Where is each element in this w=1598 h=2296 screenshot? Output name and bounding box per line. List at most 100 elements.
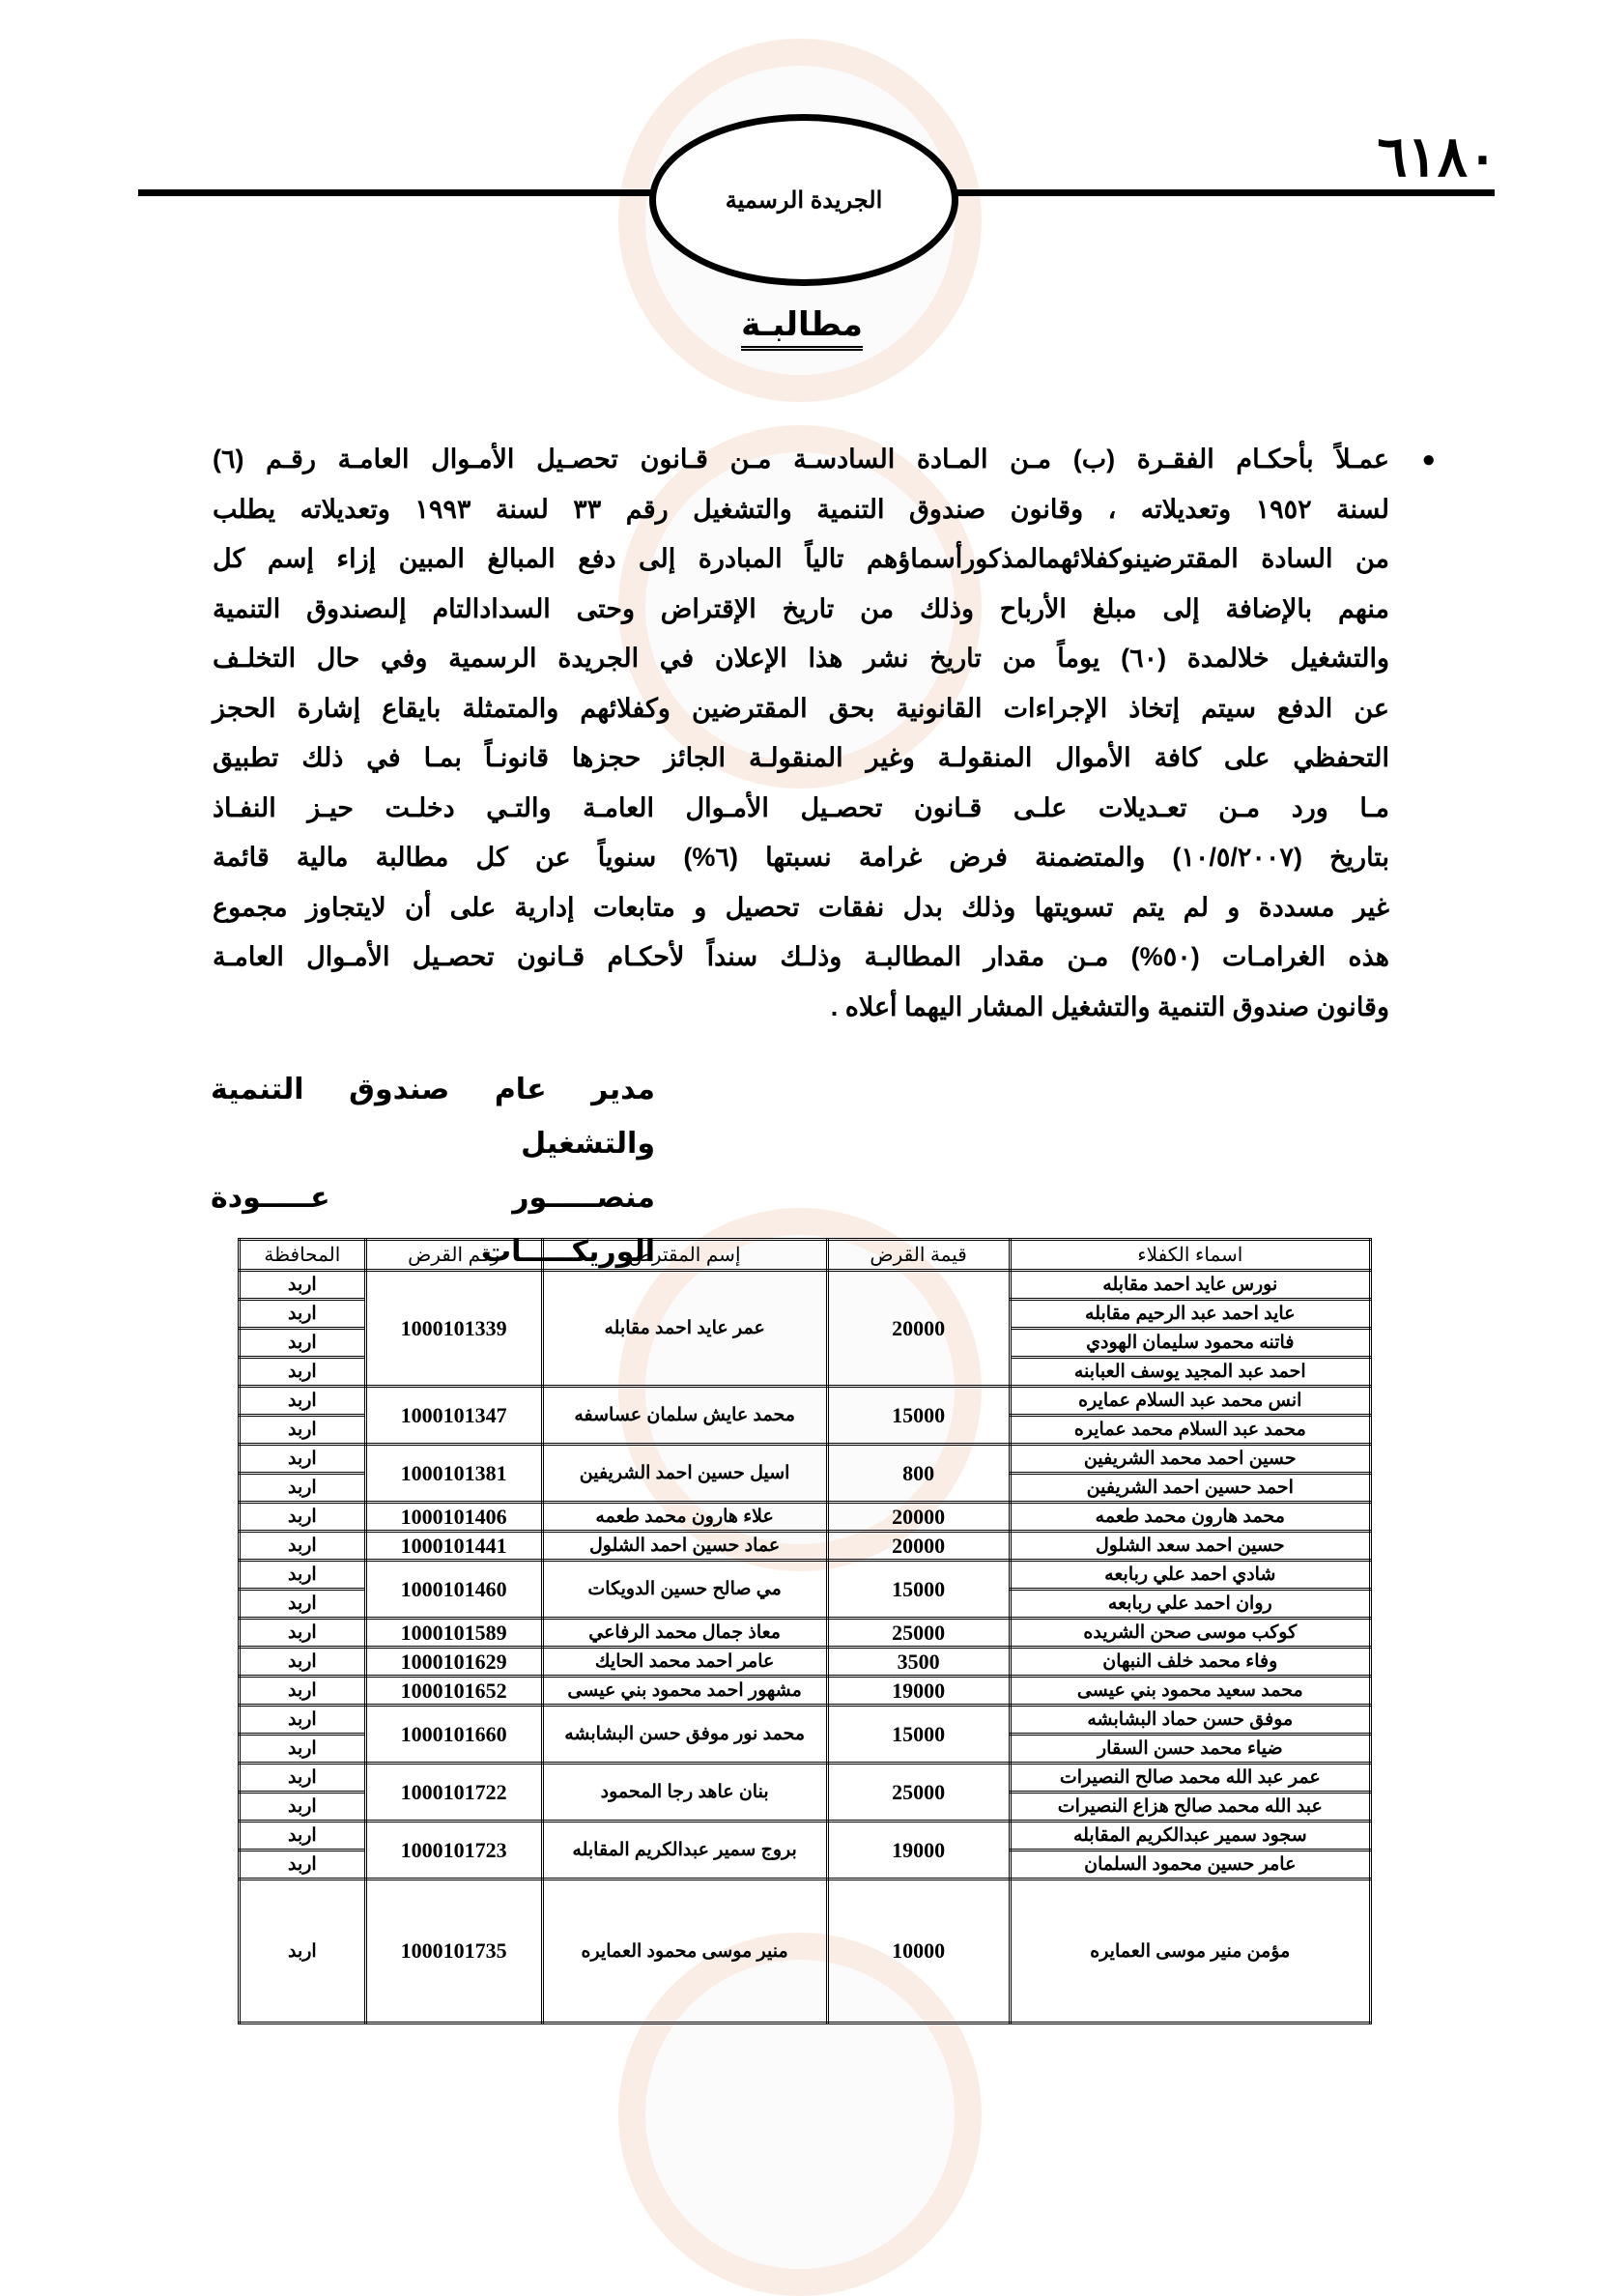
loan-number: 1000101660 — [363, 1704, 544, 1765]
loan-number: 1000101629 — [363, 1646, 544, 1678]
notice-title: مطالبـة — [705, 301, 899, 351]
governorate: اربد — [238, 1675, 367, 1707]
governorate: اربد — [238, 1646, 367, 1678]
borrower-name: محمد نور موفق حسن البشابشه — [540, 1704, 829, 1765]
notice-line: هذه الغرامـات (٥٠%) مـن مقدار المطالبـة … — [213, 942, 1389, 971]
governorate: اربد — [238, 1762, 367, 1794]
loan-number: 1000101722 — [363, 1762, 544, 1822]
guarantor-name: فاتنه محمود سليمان الهودي — [1008, 1327, 1373, 1359]
loan-amount: 25000 — [825, 1617, 1012, 1649]
signatory-position: مدير عام صندوق التنمية والتشغيل — [211, 1073, 655, 1161]
loan-number: 1000101381 — [363, 1443, 544, 1504]
loan-amount: 20000 — [825, 1269, 1012, 1388]
guarantor-name: عايد احمد عبد الرحيم مقابله — [1008, 1298, 1373, 1330]
loan-amount: 15000 — [825, 1704, 1012, 1765]
table-row: موفق حسن حماد البشابشه 15000 محمد نور موفق… — [238, 1704, 1373, 1765]
loan-number: 1000101589 — [363, 1617, 544, 1649]
notice-line: منهم بالإضافة إلى مبلغ الأرباح وذلك من ت… — [213, 593, 1389, 623]
table-row: روان احمد علي ربابعه اربد — [238, 1588, 1373, 1620]
governorate: اربد — [238, 1385, 367, 1417]
governorate: اربد — [238, 1530, 367, 1562]
loan-amount: 10000 — [825, 1878, 1012, 2024]
header-borrower: إسم المقترض — [540, 1238, 829, 1272]
header-loan-number: رقم القرض — [363, 1238, 544, 1272]
notice-line: لسنة ١٩٥٢ وتعديلاته ، وقانون صندوق التنم… — [213, 494, 1389, 524]
borrower-name: بنان عاهد رجا المحمود — [540, 1762, 829, 1822]
table-row: عبد الله محمد صالح هزاع النصيرات اربد — [238, 1791, 1373, 1822]
table-row: محمد سعيد محمود بني عيسى 19000 مشهور احمد … — [238, 1675, 1373, 1707]
loan-number: 1000101735 — [363, 1878, 544, 2024]
loan-amount: 3500 — [825, 1646, 1012, 1678]
governorate: اربد — [238, 1443, 367, 1475]
loan-amount: 20000 — [825, 1530, 1012, 1562]
table-row: فاتنه محمود سليمان الهودي اربد — [238, 1327, 1373, 1359]
guarantor-name: حسين احمد محمد الشريفين — [1008, 1443, 1373, 1475]
header-amount: قيمة القرض — [825, 1238, 1012, 1272]
loan-number: 1000101441 — [363, 1530, 544, 1562]
borrower-name: مي صالح حسين الدويكات — [540, 1559, 829, 1620]
table-row: حسين احمد سعد الشلول 20000 عماد حسين احمد … — [238, 1530, 1373, 1562]
table-row: احمد حسين احمد الشريفين اربد — [238, 1472, 1373, 1504]
guarantor-name: وفاء محمد خلف النبهان — [1008, 1646, 1373, 1678]
borrower-name: بروج سمير عبدالكريم المقابله — [540, 1820, 829, 1880]
loan-number: 1000101347 — [363, 1385, 544, 1446]
borrower-name: عامر احمد محمد الحايك — [540, 1646, 829, 1678]
guarantor-name: ضياء محمد حسن السقار — [1008, 1733, 1373, 1765]
guarantor-name: محمد سعيد محمود بني عيسى — [1008, 1675, 1373, 1707]
guarantor-name: نورس عايد احمد مقابله — [1008, 1269, 1373, 1301]
table-row: سجود سمير عبدالكريم المقابله 19000 بروج سم… — [238, 1820, 1373, 1880]
table-row: وفاء محمد خلف النبهان 3500 عامر احمد محمد … — [238, 1646, 1373, 1678]
loan-amount: 19000 — [825, 1675, 1012, 1707]
gazette-emblem: الجريدة الرسمية — [649, 114, 958, 286]
loan-number: 1000101652 — [363, 1675, 544, 1707]
loan-number: 1000101339 — [363, 1269, 544, 1388]
loan-number: 1000101723 — [363, 1820, 544, 1880]
guarantor-name: محمد هارون محمد طعمه — [1008, 1501, 1373, 1533]
guarantor-name: شادي احمد علي ربابعه — [1008, 1559, 1373, 1591]
table-row: محمد عبد السلام محمد عمايره اربد — [238, 1414, 1373, 1446]
loans-table: اسماء الكفلاء قيمة القرض إسم المقترض رقم… — [238, 1238, 1373, 2024]
governorate: اربد — [238, 1617, 367, 1649]
header-guarantors: اسماء الكفلاء — [1008, 1238, 1373, 1272]
governorate: اربد — [238, 1820, 367, 1851]
notice-line: التحفظي على كافة الأموال المنقولـة وغير … — [213, 743, 1389, 772]
loan-number: 1000101406 — [363, 1501, 544, 1533]
notice-line: غير مسددة و لم يتم تسويتها وذلك بدل نفقا… — [213, 892, 1389, 922]
loan-amount: 19000 — [825, 1820, 1012, 1880]
guarantor-name: عبد الله محمد صالح هزاع النصيرات — [1008, 1791, 1373, 1822]
governorate: اربد — [238, 1588, 367, 1620]
notice-line: من السادة المقترضينوكفلائهمالمذكورأسماؤه… — [213, 544, 1389, 573]
notice-line: بتاريخ (١٠/٥/٢٠٠٧) والمتضمنة فرض غرامة ن… — [213, 843, 1389, 872]
governorate: اربد — [238, 1269, 367, 1301]
table-row: عامر حسين محمود السلمان اربد — [238, 1849, 1373, 1880]
guarantor-name: محمد عبد السلام محمد عمايره — [1008, 1414, 1373, 1446]
guarantor-name: احمد عبد المجيد يوسف العبابنه — [1008, 1356, 1373, 1388]
guarantor-name: انس محمد عبد السلام عمايره — [1008, 1385, 1373, 1417]
notice-line: عمـلاً بأحكـام الفقـرة (ب) مـن المـادة ا… — [213, 445, 1389, 474]
table-row: ضياء محمد حسن السقار اربد — [238, 1733, 1373, 1765]
borrower-name: عمر عايد احمد مقابله — [540, 1269, 829, 1388]
table-header-row: اسماء الكفلاء قيمة القرض إسم المقترض رقم… — [238, 1238, 1373, 1272]
guarantor-name: موفق حسن حماد البشابشه — [1008, 1704, 1373, 1736]
table-row: محمد هارون محمد طعمه 20000 علاء هارون محمد… — [238, 1501, 1373, 1533]
guarantor-name: مؤمن منير موسى العمايره — [1008, 1878, 1373, 2024]
borrower-name: محمد عايش سلمان عساسفه — [540, 1385, 829, 1446]
borrower-name: اسيل حسين احمد الشريفين — [540, 1443, 829, 1504]
table-row: حسين احمد محمد الشريفين 800 اسيل حسين احمد… — [238, 1443, 1373, 1504]
loan-amount: 15000 — [825, 1559, 1012, 1620]
notice-line: وقانون صندوق التنمية والتشغيل المشار الي… — [830, 991, 1389, 1021]
loan-amount: 800 — [825, 1443, 1012, 1504]
bullet-icon: ● — [1421, 446, 1437, 473]
governorate: اربد — [238, 1356, 367, 1388]
guarantor-name: كوكب موسى صحن الشريده — [1008, 1617, 1373, 1649]
notice-paragraph: ● عمـلاً بأحكـام الفقـرة (ب) مـن المـادة… — [213, 435, 1436, 1032]
table-row: شادي احمد علي ربابعه 15000 مي صالح حسين ال… — [238, 1559, 1373, 1620]
notice-line: والتشغيل خلالمدة (٦٠) يوماً من تاريخ نشر… — [213, 644, 1390, 673]
table-row: نورس عايد احمد مقابله 20000 عمر عايد احمد … — [238, 1269, 1373, 1388]
loan-number: 1000101460 — [363, 1559, 544, 1620]
guarantor-name: سجود سمير عبدالكريم المقابله — [1008, 1820, 1373, 1851]
governorate: اربد — [238, 1472, 367, 1504]
governorate: اربد — [238, 1733, 367, 1765]
guarantor-name: عامر حسين محمود السلمان — [1008, 1849, 1373, 1880]
borrower-name: معاذ جمال محمد الرفاعي — [540, 1617, 829, 1649]
